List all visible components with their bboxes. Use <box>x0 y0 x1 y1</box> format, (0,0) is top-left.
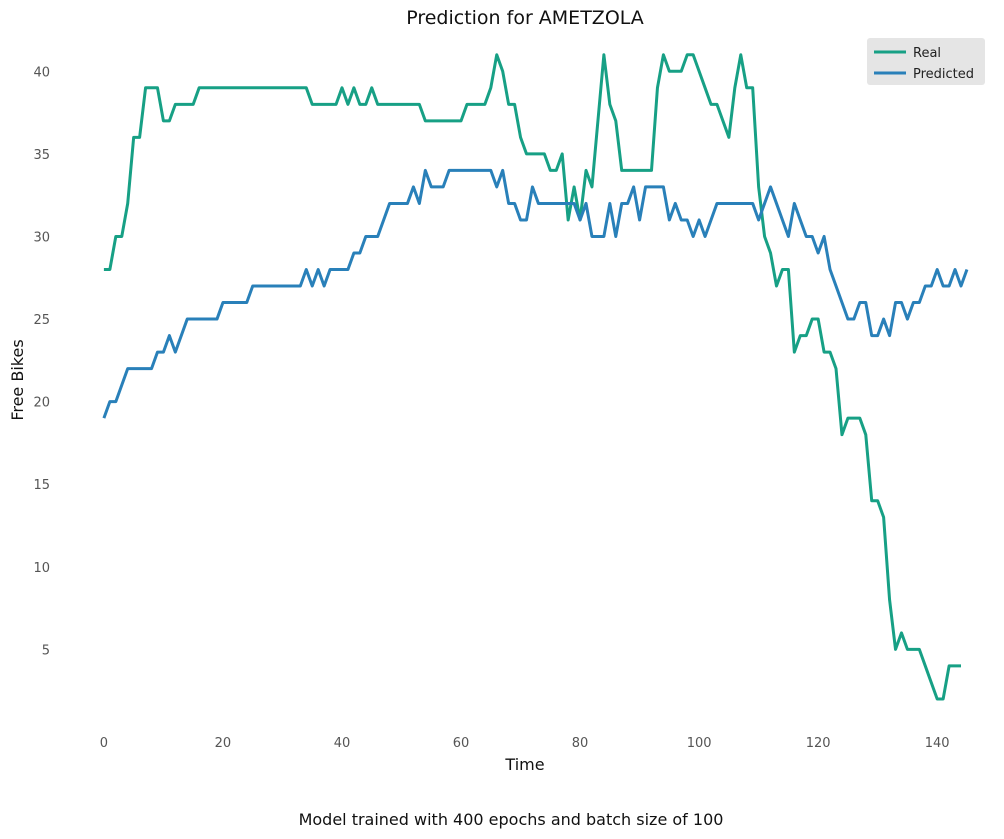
y-tick-label: 40 <box>33 65 50 80</box>
y-tick-label: 20 <box>33 396 50 411</box>
x-tick-label: 120 <box>806 736 831 751</box>
series-layer <box>102 53 969 701</box>
series-line-predicted <box>102 168 969 419</box>
chart-caption: Model trained with 400 epochs and batch … <box>299 810 724 829</box>
y-tick-label: 25 <box>33 313 50 328</box>
y-tick-label: 35 <box>33 148 50 163</box>
x-tick-label: 40 <box>334 736 351 751</box>
x-tick-label: 60 <box>453 736 470 751</box>
y-tick-labels: 5 10 15 20 25 30 35 40 <box>33 65 50 658</box>
x-tick-label: 0 <box>100 736 108 751</box>
x-tick-labels: 0 20 40 60 80 100 120 140 <box>100 736 950 751</box>
series-line-real <box>103 53 961 701</box>
x-tick-label: 20 <box>215 736 232 751</box>
x-tick-label: 80 <box>572 736 589 751</box>
y-tick-label: 5 <box>42 643 50 658</box>
legend-label-real: Real <box>913 46 941 61</box>
legend: Real Predicted <box>867 38 985 85</box>
y-axis-label: Free Bikes <box>8 339 27 420</box>
y-tick-label: 10 <box>33 561 50 576</box>
legend-label-predicted: Predicted <box>913 67 974 82</box>
x-axis-label: Time <box>504 755 544 774</box>
x-tick-label: 100 <box>687 736 712 751</box>
y-tick-label: 30 <box>33 230 50 245</box>
x-tick-label: 140 <box>925 736 950 751</box>
chart-title: Prediction for AMETZOLA <box>406 7 644 29</box>
y-tick-label: 15 <box>33 478 50 493</box>
